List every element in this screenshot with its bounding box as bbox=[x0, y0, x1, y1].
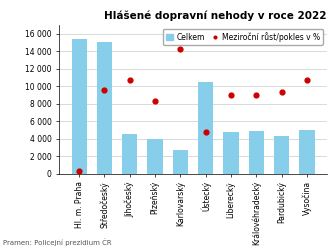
Text: Pramen: Policejní prezidium ČR: Pramen: Policejní prezidium ČR bbox=[3, 238, 112, 246]
Point bbox=[102, 89, 107, 93]
Bar bbox=[122, 134, 137, 174]
Bar bbox=[249, 131, 264, 174]
Bar bbox=[198, 82, 213, 174]
Point bbox=[77, 169, 82, 173]
Bar bbox=[72, 39, 87, 174]
Point bbox=[254, 93, 259, 97]
Point bbox=[279, 90, 284, 94]
Bar bbox=[274, 136, 289, 174]
Point bbox=[178, 47, 183, 51]
Point bbox=[228, 93, 234, 97]
Legend: Celkem, Meziroční růst/pokles v %: Celkem, Meziroční růst/pokles v % bbox=[163, 29, 323, 45]
Point bbox=[304, 78, 310, 82]
Point bbox=[203, 130, 208, 134]
Point bbox=[127, 78, 132, 82]
Bar bbox=[173, 150, 188, 174]
Bar bbox=[299, 130, 314, 174]
Bar bbox=[97, 42, 112, 174]
Point bbox=[152, 99, 158, 103]
Bar bbox=[223, 132, 239, 174]
Text: Hlášené dopravní nehody v roce 2022: Hlášené dopravní nehody v roce 2022 bbox=[104, 11, 327, 21]
Bar bbox=[148, 139, 163, 174]
